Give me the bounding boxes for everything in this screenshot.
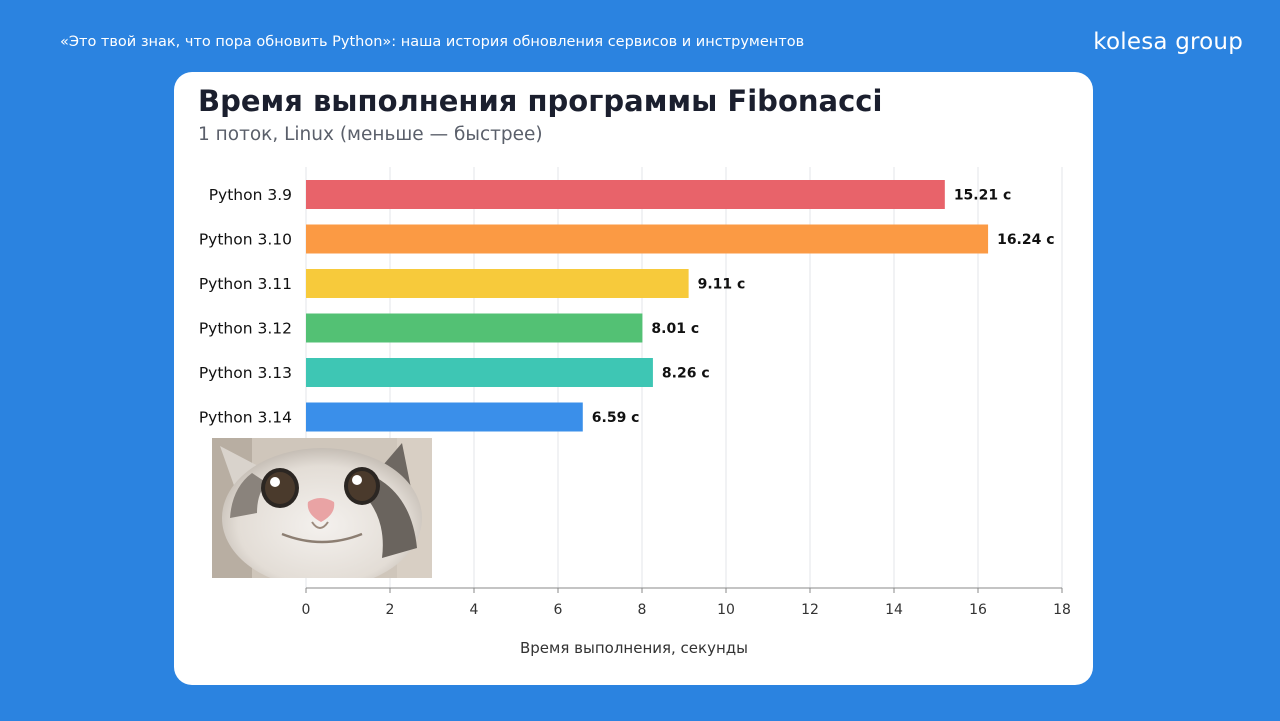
category-label: Python 3.13 — [199, 364, 292, 382]
x-tick-label: 6 — [554, 602, 563, 618]
x-tick-label: 8 — [638, 602, 647, 618]
bar — [306, 313, 643, 343]
value-label: 6.59 с — [592, 410, 640, 426]
bar — [306, 358, 653, 387]
x-tick-label: 0 — [302, 602, 311, 618]
category-label: Python 3.11 — [199, 275, 292, 293]
value-label: 8.01 с — [651, 321, 699, 337]
bar — [306, 269, 689, 298]
bar — [306, 402, 583, 432]
smiling-cat-photo-icon — [212, 438, 432, 578]
chart-card: Время выполнения программы Fibonacci 1 п… — [174, 72, 1093, 685]
x-tick-label: 4 — [470, 602, 479, 618]
x-tick-label: 2 — [386, 602, 395, 618]
x-tick-label: 10 — [717, 602, 735, 618]
x-tick-label: 16 — [969, 602, 987, 618]
bar — [306, 224, 989, 254]
category-label: Python 3.12 — [199, 320, 292, 338]
chart-title: Время выполнения программы Fibonacci — [198, 84, 883, 118]
brand-logo: kolesa group — [1093, 29, 1243, 55]
category-label: Python 3.14 — [199, 409, 292, 427]
value-label: 15.21 с — [954, 188, 1011, 204]
x-tick-label: 14 — [885, 602, 903, 618]
x-tick-label: 12 — [801, 602, 819, 618]
x-tick-label: 18 — [1053, 602, 1071, 618]
value-label: 16.24 с — [997, 232, 1054, 248]
value-label: 9.11 с — [698, 277, 746, 293]
value-label: 8.26 с — [662, 366, 710, 382]
chart-subtitle: 1 поток, Linux (меньше — быстрее) — [198, 124, 543, 145]
bar — [306, 180, 945, 209]
category-label: Python 3.10 — [199, 231, 292, 249]
x-axis-title: Время выполнения, секунды — [520, 639, 748, 657]
slide-header-title: «Это твой знак, что пора обновить Python… — [60, 34, 805, 50]
category-label: Python 3.9 — [209, 186, 292, 204]
bar-chart: 0 2 4 6 8 10 12 14 16 18 Python 3.9 15.21 с Python 3… — [199, 167, 1071, 657]
